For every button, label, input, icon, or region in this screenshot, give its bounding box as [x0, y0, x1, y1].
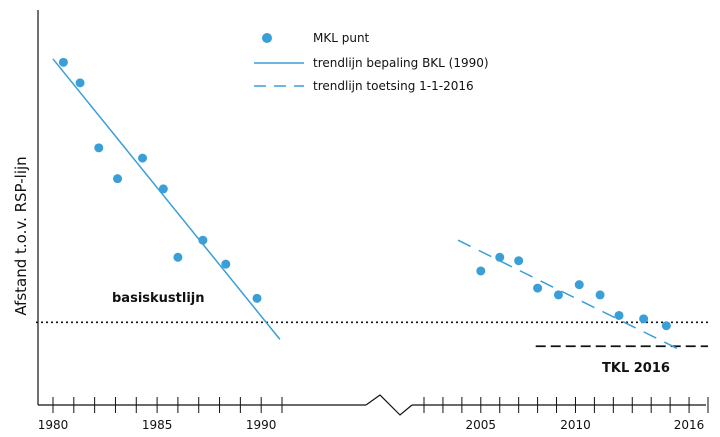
- axis-break-mark: [365, 394, 413, 416]
- mkl-point: [252, 293, 262, 303]
- mkl-point: [595, 290, 605, 300]
- x-tick-label: 2010: [560, 418, 591, 432]
- mkl-point: [476, 266, 486, 276]
- legend-label-trend-1990: trendlijn bepaling BKL (1990): [313, 56, 489, 70]
- x-axis-ticks: 1980 1985 1990 2005 2010 2016: [38, 397, 709, 432]
- mkl-point: [113, 174, 123, 184]
- legend-point-marker: [262, 33, 272, 43]
- x-tick-label: 1985: [142, 418, 173, 432]
- trend-lines: [52, 58, 680, 351]
- reference-lines: [36, 321, 708, 348]
- mkl-point: [514, 256, 524, 266]
- mkl-point: [94, 143, 104, 153]
- mkl-point: [639, 314, 649, 324]
- trend-line-1990: [52, 58, 281, 340]
- mkl-point: [661, 321, 671, 331]
- trend-line-2016: [457, 239, 680, 351]
- mkl-point: [158, 184, 168, 194]
- mkl-point: [495, 252, 505, 262]
- mkl-point: [533, 283, 543, 293]
- mkl-point: [138, 153, 148, 163]
- tkl-label: TKL 2016: [602, 361, 670, 376]
- mkl-point: [58, 57, 68, 67]
- x-tick-label: 2016: [674, 418, 705, 432]
- x-tick-label: 1980: [38, 418, 69, 432]
- data-points: [58, 57, 671, 331]
- legend-label-points: MKL punt: [313, 31, 370, 45]
- basiskustlijn-label: basiskustlijn: [112, 291, 205, 306]
- mkl-point: [221, 259, 231, 269]
- x-tick-label: 2005: [466, 418, 497, 432]
- mkl-point: [173, 252, 183, 262]
- mkl-point: [574, 280, 584, 290]
- mkl-point: [614, 310, 624, 320]
- x-tick-label: 1990: [246, 418, 277, 432]
- mkl-point: [75, 78, 85, 88]
- legend: MKL punt trendlijn bepaling BKL (1990) t…: [254, 31, 489, 93]
- mkl-point: [553, 290, 563, 300]
- mkl-point: [198, 235, 208, 245]
- axes: [37, 10, 706, 416]
- legend-label-trend-2016: trendlijn toetsing 1-1-2016: [313, 79, 474, 93]
- y-axis-label: Afstand t.o.v. RSP-lijn: [12, 156, 30, 315]
